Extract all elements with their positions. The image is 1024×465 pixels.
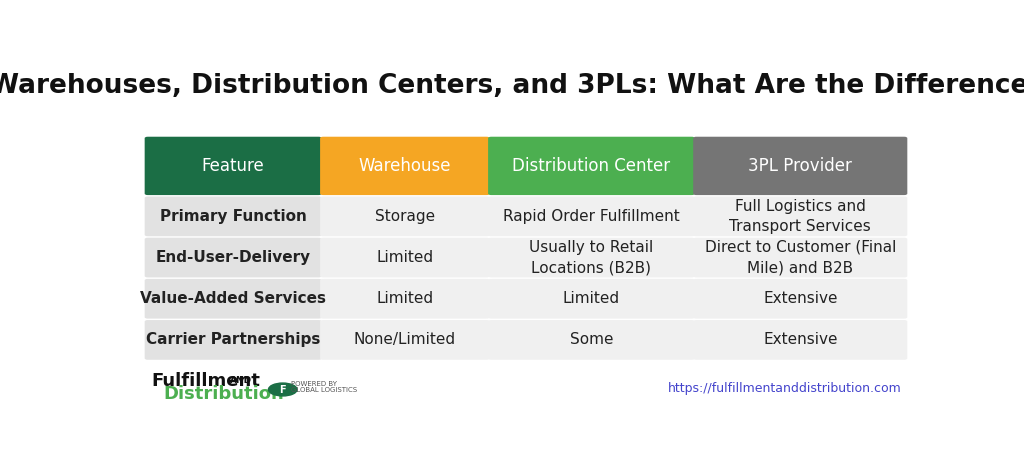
Text: Limited: Limited: [377, 250, 433, 265]
FancyBboxPatch shape: [321, 197, 489, 236]
Text: End-User-Delivery: End-User-Delivery: [156, 250, 310, 265]
FancyBboxPatch shape: [321, 137, 489, 195]
Text: Primary Function: Primary Function: [160, 209, 306, 224]
Text: None/Limited: None/Limited: [354, 332, 456, 347]
FancyBboxPatch shape: [488, 137, 695, 195]
Text: Direct to Customer (Final
Mile) and B2B: Direct to Customer (Final Mile) and B2B: [705, 240, 896, 275]
Text: 3PL Provider: 3PL Provider: [749, 157, 852, 175]
Text: Value-Added Services: Value-Added Services: [140, 291, 327, 306]
Text: Rapid Order Fulfillment: Rapid Order Fulfillment: [503, 209, 680, 224]
FancyBboxPatch shape: [488, 238, 695, 278]
FancyBboxPatch shape: [144, 279, 322, 319]
Text: Limited: Limited: [563, 291, 620, 306]
FancyBboxPatch shape: [488, 197, 695, 236]
Text: Full Logistics and
Transport Services: Full Logistics and Transport Services: [729, 199, 871, 234]
FancyBboxPatch shape: [488, 279, 695, 319]
Text: Carrier Partnerships: Carrier Partnerships: [146, 332, 321, 347]
FancyBboxPatch shape: [693, 197, 907, 236]
FancyBboxPatch shape: [693, 238, 907, 278]
Text: F: F: [280, 385, 286, 394]
FancyBboxPatch shape: [321, 238, 489, 278]
FancyBboxPatch shape: [144, 137, 322, 195]
Text: Extensive: Extensive: [763, 291, 838, 306]
Circle shape: [268, 383, 297, 396]
Text: Distribution: Distribution: [164, 385, 285, 403]
FancyBboxPatch shape: [144, 238, 322, 278]
Text: Extensive: Extensive: [763, 332, 838, 347]
FancyBboxPatch shape: [693, 137, 907, 195]
Text: Feature: Feature: [202, 157, 264, 175]
FancyBboxPatch shape: [693, 320, 907, 360]
Text: POWERED BY: POWERED BY: [291, 381, 337, 387]
FancyBboxPatch shape: [144, 197, 322, 236]
Text: GLOBAL LOGISTICS: GLOBAL LOGISTICS: [291, 387, 356, 393]
Text: Limited: Limited: [377, 291, 433, 306]
Text: Distribution Center: Distribution Center: [512, 157, 671, 175]
Text: Some: Some: [569, 332, 613, 347]
FancyBboxPatch shape: [488, 320, 695, 360]
Text: Storage: Storage: [375, 209, 435, 224]
FancyBboxPatch shape: [321, 320, 489, 360]
Text: Warehouses, Distribution Centers, and 3PLs: What Are the Differences?: Warehouses, Distribution Centers, and 3P…: [0, 73, 1024, 99]
FancyBboxPatch shape: [693, 279, 907, 319]
Text: Fulfillment: Fulfillment: [152, 372, 261, 390]
Text: Usually to Retail
Locations (B2B): Usually to Retail Locations (B2B): [529, 240, 653, 275]
FancyBboxPatch shape: [144, 320, 322, 360]
Text: AND: AND: [229, 376, 252, 385]
FancyBboxPatch shape: [321, 279, 489, 319]
Text: Warehouse: Warehouse: [358, 157, 452, 175]
Text: https://fulfillmentanddistribution.com: https://fulfillmentanddistribution.com: [668, 382, 902, 395]
